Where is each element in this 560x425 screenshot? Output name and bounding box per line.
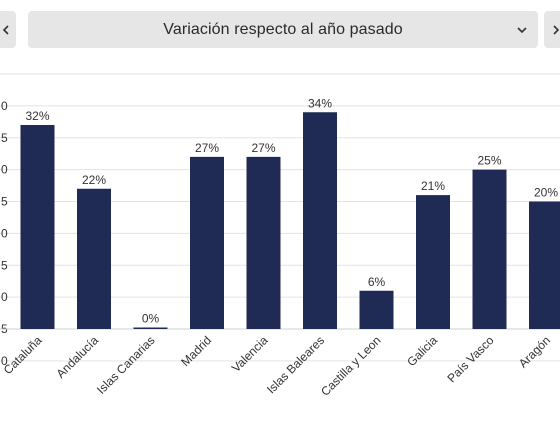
bar [529, 201, 560, 329]
bar [416, 195, 450, 329]
y-tick-label: 0 [1, 290, 8, 304]
metric-select-label: Variación respecto al año pasado [163, 20, 403, 38]
x-tick-label: Castilla y Leon [318, 333, 384, 399]
bar [359, 290, 394, 329]
y-tick-label: 5 [1, 195, 8, 209]
bar [472, 169, 507, 329]
data-label: 0% [142, 312, 160, 326]
x-tick-label: Andalucía [53, 333, 101, 381]
metric-select[interactable]: Variación respecto al año pasado [28, 11, 538, 48]
data-label: 27% [195, 141, 219, 155]
y-tick-label: 0 [1, 99, 8, 113]
y-tick-label: 0 [1, 163, 8, 177]
bar [77, 188, 111, 329]
chevron-right-icon [553, 24, 560, 35]
x-tick-label: Islas Canarias [94, 333, 158, 397]
y-tick-label: 0 [1, 354, 8, 368]
data-label: 32% [25, 109, 49, 123]
y-tick-label: 0 [1, 226, 8, 240]
next-button[interactable] [544, 11, 560, 48]
x-tick-label: Valencia [229, 333, 271, 375]
x-tick-label: Islas Baleares [264, 333, 327, 396]
data-label: 34% [308, 96, 332, 110]
data-label: 22% [82, 173, 106, 187]
x-tick-label: Madrid [178, 333, 214, 369]
data-label: 25% [477, 154, 501, 168]
data-label: 21% [421, 179, 445, 193]
x-tick-label: País Vasco [444, 333, 496, 385]
data-label: 20% [534, 186, 558, 200]
bar [133, 327, 168, 329]
bar [190, 156, 224, 329]
chevron-down-icon [517, 27, 527, 34]
bar [246, 156, 281, 329]
previous-button[interactable] [0, 11, 16, 48]
bar [20, 125, 55, 329]
data-label: 27% [251, 141, 275, 155]
x-tick-label: Galicia [404, 333, 440, 369]
bar [303, 112, 337, 329]
data-label: 6% [368, 275, 386, 289]
x-tick-label: Aragón [516, 333, 553, 370]
y-tick-label: 5 [1, 258, 8, 272]
chevron-left-icon [2, 24, 9, 35]
y-tick-label: 5 [1, 131, 8, 145]
